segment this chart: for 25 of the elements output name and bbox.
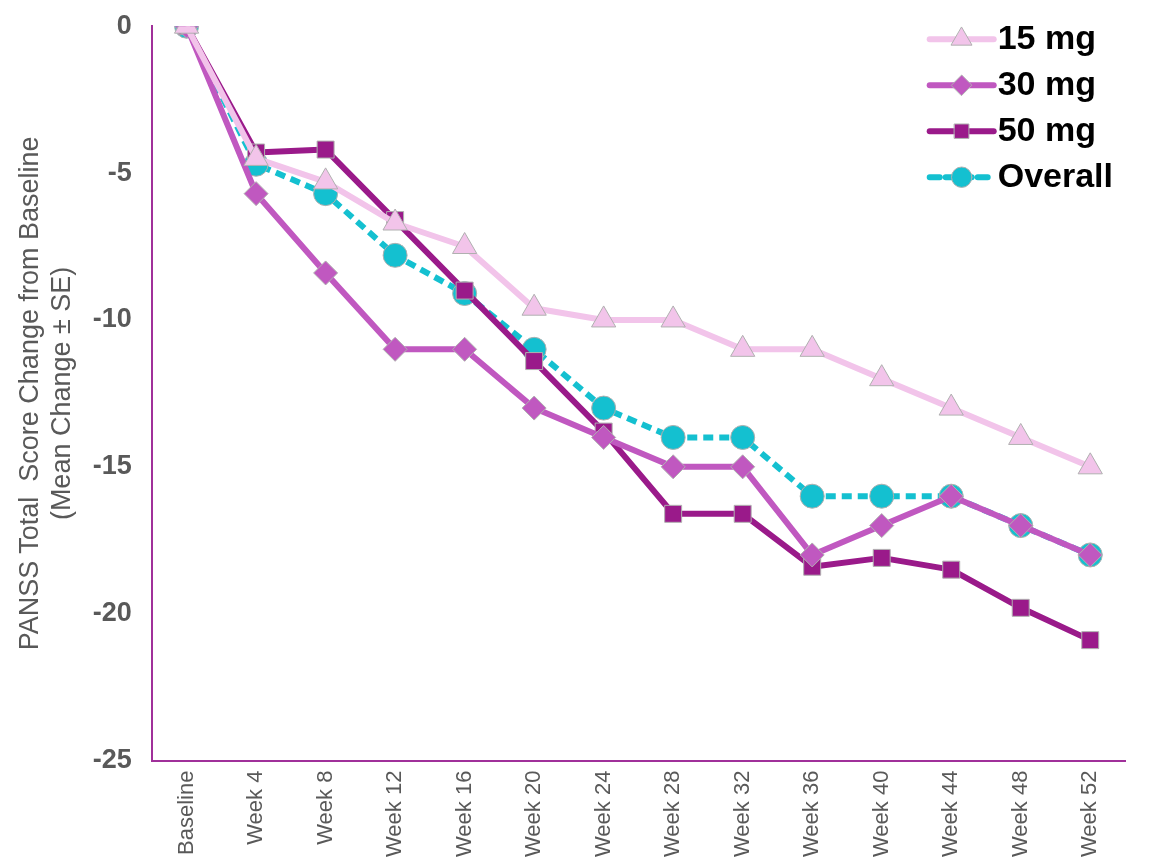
x-tick-label: Week 32 xyxy=(728,770,754,857)
y-tick-label: -20 xyxy=(92,597,132,628)
y-axis-title: PANSS Total Score Change from Baseline (Mean Change ± SE) xyxy=(13,136,77,651)
y-tick-label: -10 xyxy=(92,303,132,334)
x-tick-label: Week 20 xyxy=(520,770,546,857)
x-tick-label: Baseline xyxy=(172,770,198,855)
legend-label: 50 mg xyxy=(997,109,1096,148)
x-tick-label: Week 4 xyxy=(242,770,268,845)
x-tick-label: Week 16 xyxy=(450,770,476,857)
x-tick-label: Week 52 xyxy=(1076,770,1102,857)
y-tick-label: 0 xyxy=(116,9,132,40)
y-tick-label: -15 xyxy=(92,450,132,481)
y-tick-label: -5 xyxy=(107,156,132,187)
x-tick-label: Week 44 xyxy=(937,770,963,857)
x-tick-label: Week 48 xyxy=(1006,770,1032,857)
x-tick-label: Week 12 xyxy=(381,770,407,857)
x-tick-label: Week 28 xyxy=(659,770,685,857)
x-tick-label: Week 40 xyxy=(867,770,893,857)
legend-label: Overall xyxy=(997,155,1114,194)
y-tick-label: -25 xyxy=(92,744,132,775)
legend-label: 30 mg xyxy=(997,63,1096,102)
x-tick-label: Week 8 xyxy=(311,770,337,845)
x-tick-label: Week 36 xyxy=(798,770,824,857)
legend-label: 15 mg xyxy=(997,17,1096,56)
x-tick-label: Week 24 xyxy=(589,770,615,857)
